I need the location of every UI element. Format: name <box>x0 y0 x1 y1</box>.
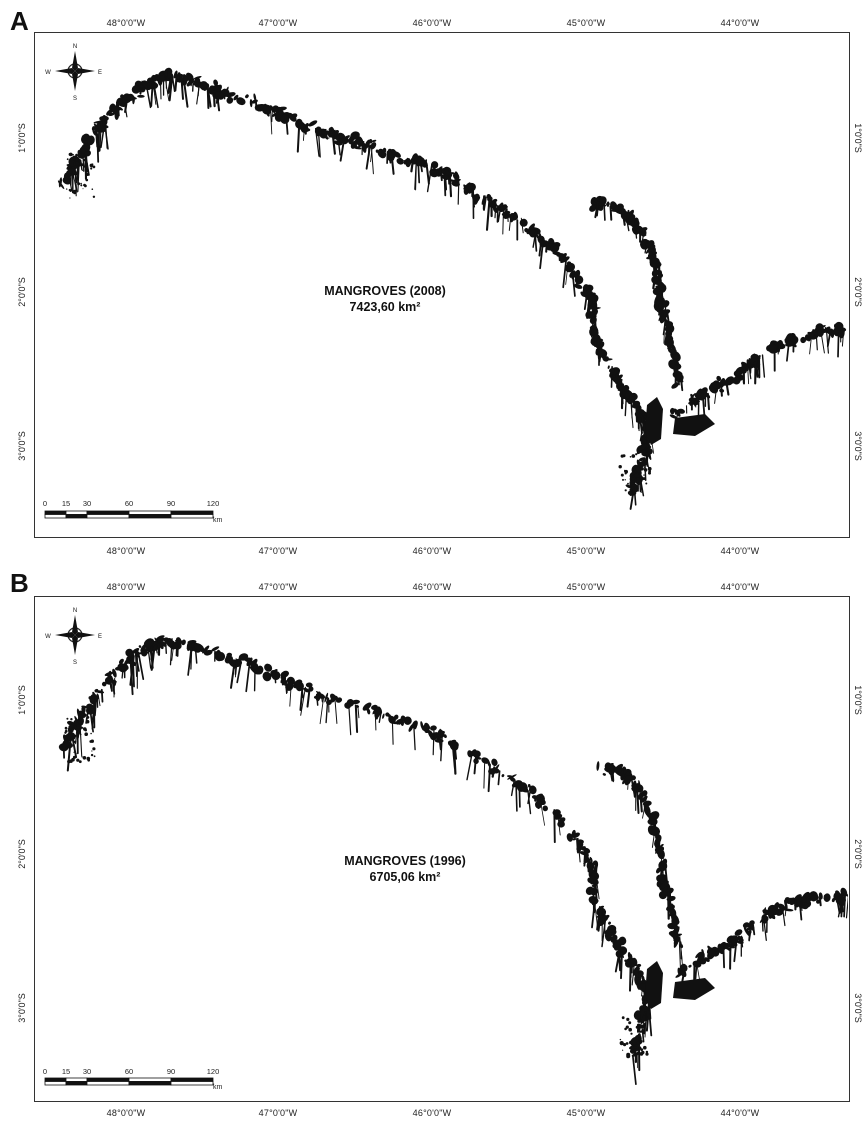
map-title: MANGROVES (1996) <box>344 854 466 868</box>
lon-label-top: 46°0'0"W <box>412 18 452 28</box>
map-area: 7423,60 km² <box>349 300 421 314</box>
lon-label-bottom: 46°0'0"W <box>412 1108 452 1118</box>
lon-label-bottom: 47°0'0"W <box>258 1108 298 1118</box>
lat-label-right: 3°0'0"S <box>853 993 863 1023</box>
compass-letter: E <box>98 70 102 76</box>
lon-label-bottom: 44°0'0"W <box>720 546 760 556</box>
mangrove-map: N S E W <box>44 608 848 1086</box>
lon-label-bottom: 45°0'0"W <box>566 546 606 556</box>
scale-unit: km <box>213 517 223 524</box>
scale-bar-labels: 0 15 30 60 90 120 <box>43 1067 223 1077</box>
lon-label-top: 45°0'0"W <box>566 18 606 28</box>
compass-letter: N <box>73 44 77 50</box>
compass-rose-icon: N S E W <box>45 608 102 666</box>
compass-letter: S <box>73 96 77 102</box>
lat-label-left: 1°0'0"S <box>17 123 27 153</box>
scale-unit: km <box>213 1084 223 1091</box>
mangrove-map: N S E W <box>44 44 847 519</box>
lat-label-right: 2°0'0"S <box>853 839 863 869</box>
mangrove-coverage <box>57 67 847 510</box>
map-frame: N S E W MANGROVES (1996) 6705,06 km² 0 15 3… <box>34 596 850 1102</box>
compass-letter: N <box>73 608 77 614</box>
lon-label-top: 45°0'0"W <box>566 582 606 592</box>
lon-label-bottom: 44°0'0"W <box>720 1108 760 1118</box>
lon-label-bottom: 46°0'0"W <box>412 546 452 556</box>
lon-label-bottom: 48°0'0"W <box>106 546 146 556</box>
scale-bar <box>44 1077 214 1086</box>
panel-letter: B <box>10 568 29 598</box>
compass-letter: W <box>45 634 51 640</box>
lat-label-left: 1°0'0"S <box>17 685 27 715</box>
map-panel-a: A 48°0'0"W 47°0'0"W 46°0'0"W 45°0'0"W 44… <box>0 0 867 560</box>
lon-label-top: 46°0'0"W <box>412 582 452 592</box>
scale-tick-label: 0 <box>42 499 48 508</box>
lat-label-right: 2°0'0"S <box>853 277 863 307</box>
map-annotation: MANGROVES (1996) 6705,06 km² <box>344 853 466 885</box>
scale-tick-label: 30 <box>82 499 92 508</box>
map-area: 6705,06 km² <box>369 870 441 884</box>
scale-tick-label: 90 <box>166 499 176 508</box>
scale-tick-label: 60 <box>124 1067 134 1076</box>
lon-label-top: 44°0'0"W <box>720 18 760 28</box>
lon-label-bottom: 47°0'0"W <box>258 546 298 556</box>
scale-tick-label: 60 <box>124 499 134 508</box>
lon-label-top: 47°0'0"W <box>258 18 298 28</box>
lat-label-right: 3°0'0"S <box>853 431 863 461</box>
scale-bar-labels: 0 15 30 60 90 120 <box>43 499 223 509</box>
scale-tick-label: 90 <box>166 1067 176 1076</box>
lat-label-left: 3°0'0"S <box>17 993 27 1023</box>
compass-rose-icon: N S E W <box>45 44 102 102</box>
lon-label-bottom: 45°0'0"W <box>566 1108 606 1118</box>
scale-tick-label: 0 <box>42 1067 48 1076</box>
compass-letter: S <box>73 660 77 666</box>
lon-label-top: 48°0'0"W <box>106 18 146 28</box>
lat-label-right: 1°0'0"S <box>853 123 863 153</box>
lat-label-right: 1°0'0"S <box>853 685 863 715</box>
compass-letter: W <box>45 70 51 76</box>
scale-tick-label: 15 <box>61 1067 71 1076</box>
panel-letter: A <box>10 6 29 36</box>
compass-letter: E <box>98 634 102 640</box>
map-frame: N S E W MANGROVES (2008) 7423,60 km² 0 15 3… <box>34 32 850 538</box>
mangrove-coverage <box>58 635 848 1086</box>
scale-tick-label: 30 <box>82 1067 92 1076</box>
map-panel-b: B 48°0'0"W 47°0'0"W 46°0'0"W 45°0'0"W 44… <box>0 562 867 1121</box>
scale-bar <box>44 510 214 519</box>
lat-label-left: 3°0'0"S <box>17 431 27 461</box>
lon-label-bottom: 48°0'0"W <box>106 1108 146 1118</box>
map-title: MANGROVES (2008) <box>324 284 446 298</box>
scale-tick-label: 120 <box>206 1067 220 1076</box>
lon-label-top: 44°0'0"W <box>720 582 760 592</box>
map-annotation: MANGROVES (2008) 7423,60 km² <box>324 283 446 315</box>
lon-label-top: 47°0'0"W <box>258 582 298 592</box>
lon-label-top: 48°0'0"W <box>106 582 146 592</box>
scale-tick-label: 120 <box>206 499 220 508</box>
lat-label-left: 2°0'0"S <box>17 839 27 869</box>
scale-tick-label: 15 <box>61 499 71 508</box>
lat-label-left: 2°0'0"S <box>17 277 27 307</box>
